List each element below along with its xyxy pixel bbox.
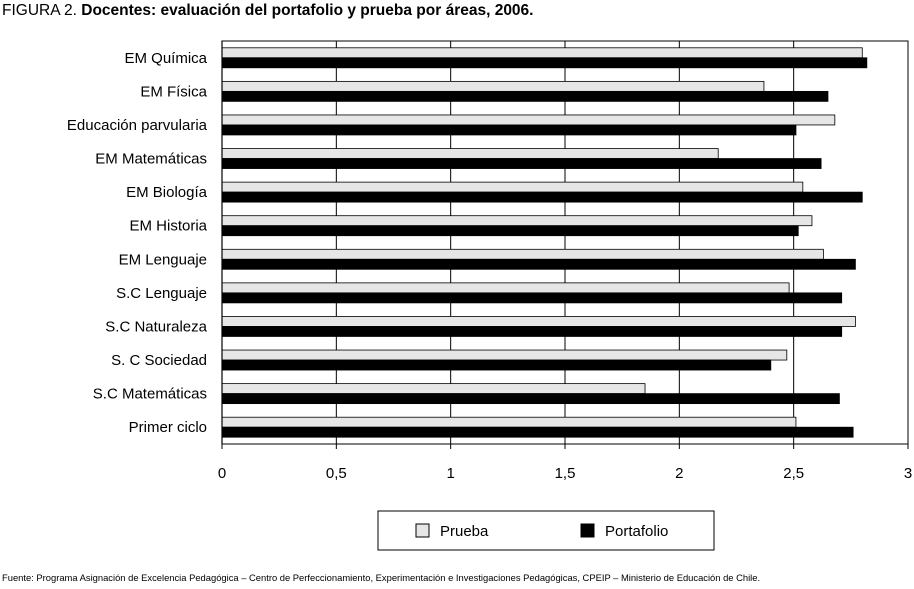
bar-chart: 0 0,5 1 1,5 2 2,5 3 EM Química EM Física Educació…: [67, 40, 912, 551]
category-label: S.C Lenguaje: [116, 285, 207, 302]
bar-prueba: [221, 181, 804, 193]
category-label: EM Química: [124, 50, 207, 67]
bar-prueba: [221, 148, 719, 159]
category-label: EM Historia: [129, 218, 207, 235]
bar-prueba: [221, 349, 788, 361]
bar-prueba: [221, 316, 856, 327]
bar-portafolio: [221, 326, 843, 337]
legend: [377, 510, 715, 551]
bar-prueba: [221, 114, 836, 126]
bar-portafolio: [221, 258, 856, 270]
x-tick-label: 0: [218, 465, 226, 482]
bar-portafolio: [221, 158, 822, 169]
x-tick-label: 1: [446, 465, 454, 482]
bar-portafolio: [221, 292, 843, 304]
bar-portafolio: [221, 57, 868, 69]
category-label: Educación parvularia: [67, 117, 208, 134]
x-tick-label: 3: [904, 465, 912, 482]
bar-prueba: [221, 215, 813, 227]
source-note: Fuente: Programa Asignación de Excelenci…: [2, 572, 761, 583]
bar-prueba: [221, 282, 790, 294]
x-tick-label: 2: [675, 465, 683, 482]
legend-swatch: [415, 523, 430, 538]
legend-label: Portafolio: [605, 523, 668, 540]
bar-portafolio: [221, 191, 863, 203]
bar-prueba: [221, 248, 824, 260]
legend-label: Prueba: [440, 523, 489, 540]
category-label: EM Física: [140, 83, 207, 100]
bar-portafolio: [221, 359, 772, 371]
category-label: S.C Naturaleza: [105, 318, 207, 335]
category-label: EM Matemáticas: [95, 151, 207, 168]
x-tick-label: 1,5: [555, 465, 576, 482]
bar-portafolio: [221, 225, 799, 237]
bar-portafolio: [221, 124, 797, 136]
bar-prueba: [221, 416, 797, 428]
bar-prueba: [221, 383, 646, 395]
figure-number: FIGURA 2.: [2, 2, 77, 19]
x-tick-label: 0,5: [326, 465, 347, 482]
bar-portafolio: [221, 90, 829, 102]
category-label: S. C Sociedad: [111, 352, 207, 369]
category-label: EM Biología: [126, 184, 208, 201]
bar-portafolio: [221, 426, 854, 438]
x-tick-label: 2,5: [783, 465, 804, 482]
legend-swatch: [580, 523, 595, 538]
category-label: EM Lenguaje: [119, 251, 207, 268]
chart-title: FIGURA 2. Docentes: evaluación del porta…: [2, 2, 533, 20]
category-label: S.C Matemáticas: [93, 386, 207, 403]
category-label: Primer ciclo: [129, 419, 207, 436]
figure-title-text: Docentes: evaluación del portafolio y pr…: [81, 2, 534, 19]
bar-prueba: [221, 47, 863, 59]
bar-portafolio: [221, 393, 840, 405]
bar-prueba: [221, 80, 765, 92]
